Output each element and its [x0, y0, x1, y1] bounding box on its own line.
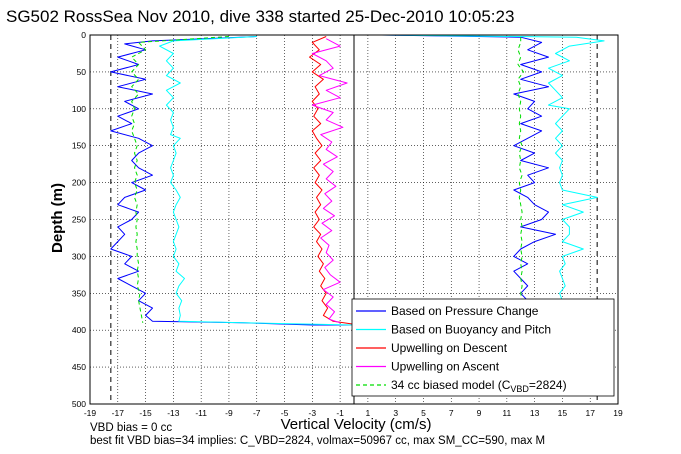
y-tick-label: 350: [72, 288, 86, 298]
legend-box: [351, 298, 615, 397]
x-tick-label: 7: [449, 408, 454, 418]
y-tick-label: 150: [72, 141, 86, 151]
chart-title: SG502 RossSea Nov 2010, dive 338 started…: [6, 7, 514, 26]
y-tick-label: 300: [72, 251, 86, 261]
legend-label-2: Upwelling on Descent: [391, 341, 508, 355]
x-tick-label: 17: [585, 408, 595, 418]
x-tick-label: -11: [195, 408, 207, 418]
series-line-2: [131, 36, 229, 323]
x-tick-label: -15: [139, 408, 152, 418]
y-tick-label: 400: [72, 325, 86, 335]
footer-line-2: best fit VBD bias=34 implies: C_VBD=2824…: [90, 435, 545, 447]
x-tick-label: 15: [558, 408, 568, 418]
series-line-4: [311, 38, 348, 324]
footer-line-1: VBD bias = 0 cc: [90, 422, 172, 434]
y-tick-label: 0: [81, 30, 86, 40]
x-tick-label: 3: [393, 408, 398, 418]
x-axis-label: Vertical Velocity (cm/s): [281, 416, 432, 433]
y-tick-label: 500: [72, 399, 86, 409]
y-tick-label: 250: [72, 215, 86, 225]
series-line-1: [159, 36, 355, 326]
y-tick-label: 100: [72, 104, 86, 114]
x-tick-label: -1: [336, 408, 344, 418]
x-tick-label: -19: [84, 408, 97, 418]
x-tick-label: -7: [253, 408, 261, 418]
series-line-3: [309, 36, 355, 325]
x-tick-labels: -19 -17 -15 -13 -11 -9 -7 -5 -3 -1 1 3 5 7 9 11 13 15 17 19: [84, 408, 623, 418]
y-tick-label: 200: [72, 178, 86, 188]
y-tick-label: 50: [77, 67, 87, 77]
x-tick-label: 9: [477, 408, 482, 418]
series-group: [110, 34, 605, 326]
x-tick-label: -13: [167, 408, 180, 418]
legend-label-4: 34 cc biased model (CVBD=2824): [391, 378, 567, 394]
x-tick-label: -17: [112, 408, 125, 418]
x-tick-label: -5: [281, 408, 289, 418]
legend-label-3: Upwelling on Ascent: [391, 360, 500, 374]
series-line-5: [381, 34, 556, 302]
y-tick-labels: 0 50 100 150 200 250 300 350 400 450 500: [72, 30, 86, 409]
x-tick-label: 1: [366, 408, 371, 418]
series-line-0: [110, 36, 354, 326]
legend: Based on Pressure Change Based on Buoyanc…: [351, 298, 615, 397]
y-axis-label: Depth (m): [49, 183, 66, 253]
x-tick-label: -9: [225, 408, 233, 418]
y-tick-label: 450: [72, 362, 86, 372]
plot-frame: [89, 34, 619, 405]
x-tick-label: 13: [530, 408, 540, 418]
x-tick-label: -3: [309, 408, 317, 418]
series-line-6: [381, 34, 605, 301]
x-tick-label: 5: [421, 408, 426, 418]
x-tick-label: 11: [502, 408, 511, 418]
legend-label-1: Based on Buoyancy and Pitch: [391, 323, 551, 337]
legend-label-0: Based on Pressure Change: [391, 304, 539, 318]
x-tick-label: 19: [613, 408, 623, 418]
